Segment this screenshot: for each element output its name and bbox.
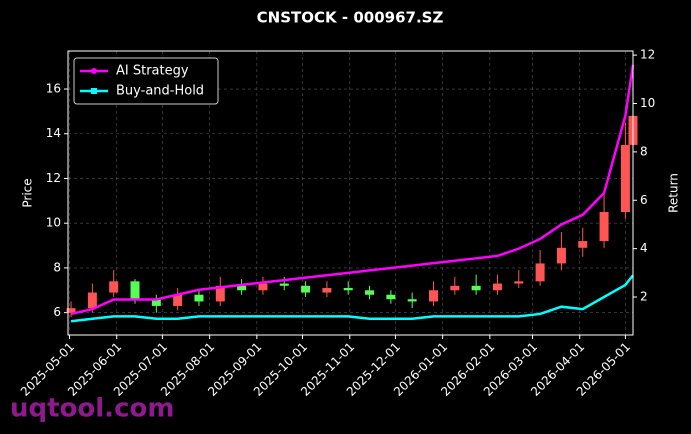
candle-body <box>471 285 481 291</box>
y2-tick-label: 2 <box>640 290 648 304</box>
candle-body <box>87 292 97 309</box>
y2-axis-label: Return <box>667 173 681 213</box>
legend-marker <box>91 88 97 94</box>
y-tick-label: 8 <box>53 260 61 274</box>
candle-body <box>173 294 183 306</box>
candle-body <box>620 144 630 213</box>
legend-marker <box>91 68 97 74</box>
legend-label: AI Strategy <box>116 64 189 79</box>
candle-body <box>66 308 76 313</box>
candle-body <box>301 285 311 293</box>
y-tick-label: 12 <box>46 171 61 185</box>
candle-body <box>492 283 502 291</box>
candle-body <box>109 281 119 293</box>
y2-tick-label: 8 <box>640 144 648 158</box>
candle-body <box>556 247 566 264</box>
y-tick-label: 6 <box>53 305 61 319</box>
y-axis-label: Price <box>21 178 35 207</box>
candle-body <box>279 283 289 286</box>
candle-body <box>578 241 588 248</box>
candle-body <box>215 285 225 302</box>
line-series <box>70 64 635 316</box>
candle-body <box>237 285 247 291</box>
candle-body <box>343 288 353 291</box>
candle-body <box>365 290 375 295</box>
watermark: uqtool.com <box>10 394 174 424</box>
y2-tick-label: 6 <box>640 193 648 207</box>
plot-frame <box>67 50 634 336</box>
chart-title: CNSTOCK - 000967.SZ <box>257 9 444 27</box>
y2-tick-label: 12 <box>640 48 655 62</box>
y2-tick-label: 4 <box>640 241 648 255</box>
candle-body <box>151 299 161 306</box>
legend-label: Buy-and-Hold <box>116 84 204 99</box>
candle-body <box>130 281 140 300</box>
line-series <box>70 274 634 323</box>
candle-body <box>322 288 332 293</box>
candle-body <box>386 294 396 300</box>
legend-box <box>73 57 219 105</box>
y-tick-label: 16 <box>46 82 61 96</box>
candle-body <box>535 263 545 282</box>
y-tick-label: 10 <box>46 216 61 230</box>
candle-body <box>599 212 609 242</box>
candle-body <box>428 290 438 302</box>
candle-body <box>194 294 204 302</box>
y-tick-label: 14 <box>46 126 61 140</box>
y2-tick-label: 10 <box>640 96 655 110</box>
candle-body <box>407 299 417 302</box>
candle-body <box>450 285 460 291</box>
candle-body <box>258 283 268 291</box>
candle-body <box>514 281 524 284</box>
